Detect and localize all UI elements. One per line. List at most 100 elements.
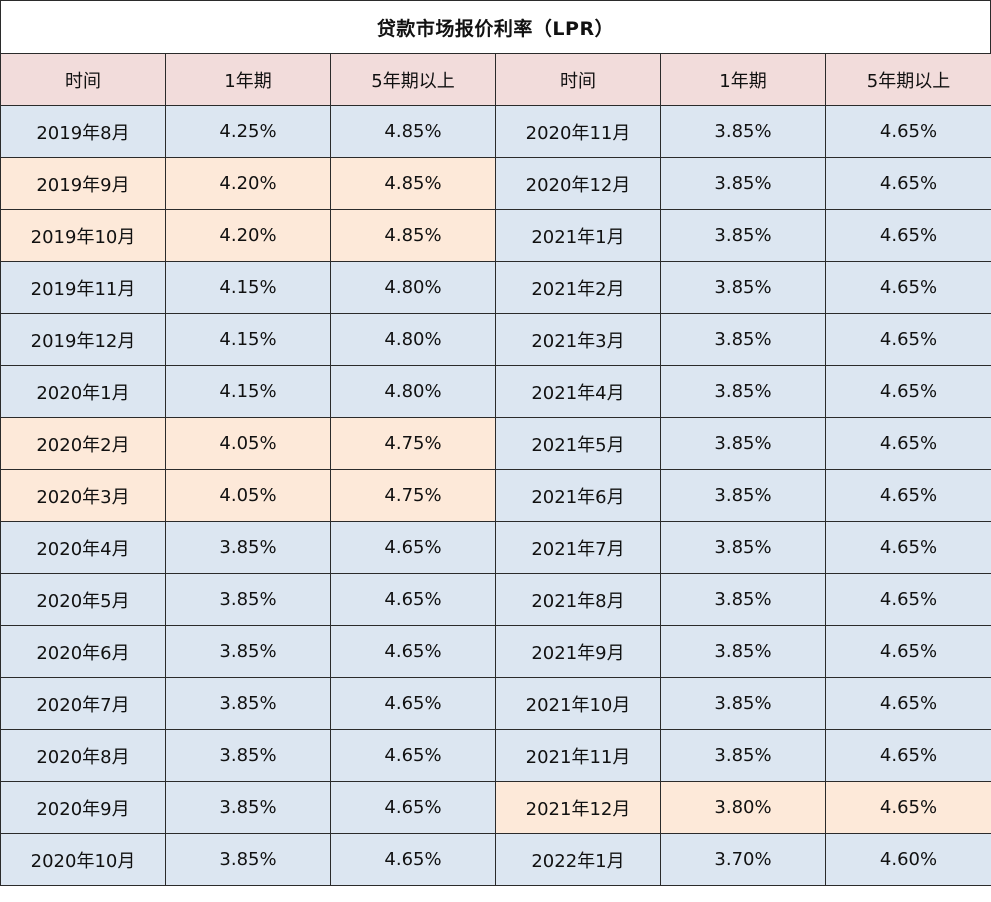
left-date-cell: 2020年2月 [0, 417, 166, 470]
left-date-cell: 2020年5月 [0, 573, 166, 626]
left-five-year-rate-cell: 4.85% [330, 157, 496, 210]
left-date-cell: 2019年8月 [0, 105, 166, 158]
header-date-right: 时间 [495, 53, 661, 106]
header-date-left: 时间 [0, 53, 166, 106]
table-row: 2020年4月 3.85% 4.65% 2021年7月 3.85% 4.65% [0, 521, 991, 574]
table-row: 2020年7月 3.85% 4.65% 2021年10月 3.85% 4.65% [0, 677, 991, 730]
header-one-year-left: 1年期 [165, 53, 331, 106]
left-one-year-rate-cell: 4.20% [165, 209, 331, 262]
left-one-year-rate-cell: 3.85% [165, 833, 331, 886]
left-date-cell: 2020年8月 [0, 729, 166, 782]
right-one-year-rate-cell: 3.70% [660, 833, 826, 886]
left-one-year-rate-cell: 4.15% [165, 313, 331, 366]
left-one-year-rate-cell: 4.05% [165, 469, 331, 522]
table-row: 2019年9月 4.20% 4.85% 2020年12月 3.85% 4.65% [0, 157, 991, 210]
left-date-cell: 2020年10月 [0, 833, 166, 886]
left-one-year-rate-cell: 3.85% [165, 677, 331, 730]
left-one-year-rate-cell: 3.85% [165, 729, 331, 782]
table-row: 2019年10月 4.20% 4.85% 2021年1月 3.85% 4.65% [0, 209, 991, 262]
table-row: 2019年11月 4.15% 4.80% 2021年2月 3.85% 4.65% [0, 261, 991, 314]
left-five-year-rate-cell: 4.65% [330, 729, 496, 782]
right-one-year-rate-cell: 3.85% [660, 261, 826, 314]
right-five-year-rate-cell: 4.65% [825, 469, 991, 522]
header-row: 时间 1年期 5年期以上 时间 1年期 5年期以上 [0, 53, 991, 106]
left-date-cell: 2020年9月 [0, 781, 166, 834]
left-one-year-rate-cell: 4.20% [165, 157, 331, 210]
right-five-year-rate-cell: 4.65% [825, 781, 991, 834]
left-five-year-rate-cell: 4.65% [330, 573, 496, 626]
right-date-cell: 2021年7月 [495, 521, 661, 574]
left-five-year-rate-cell: 4.65% [330, 781, 496, 834]
left-one-year-rate-cell: 3.85% [165, 625, 331, 678]
right-one-year-rate-cell: 3.85% [660, 469, 826, 522]
table-body: 2019年8月 4.25% 4.85% 2020年11月 3.85% 4.65% 2019年… [0, 105, 991, 886]
right-five-year-rate-cell: 4.65% [825, 313, 991, 366]
left-date-cell: 2020年4月 [0, 521, 166, 574]
right-one-year-rate-cell: 3.85% [660, 729, 826, 782]
left-date-cell: 2020年1月 [0, 365, 166, 418]
left-one-year-rate-cell: 4.15% [165, 365, 331, 418]
right-date-cell: 2021年5月 [495, 417, 661, 470]
left-date-cell: 2019年9月 [0, 157, 166, 210]
right-five-year-rate-cell: 4.65% [825, 105, 991, 158]
right-date-cell: 2021年6月 [495, 469, 661, 522]
left-one-year-rate-cell: 4.15% [165, 261, 331, 314]
right-date-cell: 2021年9月 [495, 625, 661, 678]
right-one-year-rate-cell: 3.85% [660, 521, 826, 574]
right-five-year-rate-cell: 4.65% [825, 261, 991, 314]
right-one-year-rate-cell: 3.85% [660, 157, 826, 210]
right-one-year-rate-cell: 3.85% [660, 313, 826, 366]
right-date-cell: 2020年12月 [495, 157, 661, 210]
right-one-year-rate-cell: 3.85% [660, 209, 826, 262]
right-one-year-rate-cell: 3.85% [660, 573, 826, 626]
left-one-year-rate-cell: 3.85% [165, 521, 331, 574]
header-one-year-right: 1年期 [660, 53, 826, 106]
left-date-cell: 2019年12月 [0, 313, 166, 366]
table-row: 2020年3月 4.05% 4.75% 2021年6月 3.85% 4.65% [0, 469, 991, 522]
table-row: 2019年12月 4.15% 4.80% 2021年3月 3.85% 4.65% [0, 313, 991, 366]
right-one-year-rate-cell: 3.85% [660, 677, 826, 730]
right-date-cell: 2020年11月 [495, 105, 661, 158]
right-one-year-rate-cell: 3.85% [660, 625, 826, 678]
right-date-cell: 2021年2月 [495, 261, 661, 314]
right-date-cell: 2021年8月 [495, 573, 661, 626]
left-one-year-rate-cell: 3.85% [165, 573, 331, 626]
left-date-cell: 2019年10月 [0, 209, 166, 262]
table-row: 2020年9月 3.85% 4.65% 2021年12月 3.80% 4.65% [0, 781, 991, 834]
right-five-year-rate-cell: 4.60% [825, 833, 991, 886]
table-row: 2020年5月 3.85% 4.65% 2021年8月 3.85% 4.65% [0, 573, 991, 626]
left-five-year-rate-cell: 4.65% [330, 625, 496, 678]
lpr-table: 时间 1年期 5年期以上 时间 1年期 5年期以上 2019年8月 4.25% 4.… [0, 53, 991, 886]
right-five-year-rate-cell: 4.65% [825, 209, 991, 262]
right-one-year-rate-cell: 3.85% [660, 365, 826, 418]
table-title: 贷款市场报价利率（LPR） [0, 0, 991, 53]
right-five-year-rate-cell: 4.65% [825, 521, 991, 574]
left-date-cell: 2020年7月 [0, 677, 166, 730]
left-date-cell: 2019年11月 [0, 261, 166, 314]
right-five-year-rate-cell: 4.65% [825, 625, 991, 678]
left-five-year-rate-cell: 4.80% [330, 261, 496, 314]
right-five-year-rate-cell: 4.65% [825, 729, 991, 782]
left-date-cell: 2020年3月 [0, 469, 166, 522]
table-row: 2020年1月 4.15% 4.80% 2021年4月 3.85% 4.65% [0, 365, 991, 418]
left-five-year-rate-cell: 4.80% [330, 313, 496, 366]
right-date-cell: 2021年1月 [495, 209, 661, 262]
left-five-year-rate-cell: 4.65% [330, 521, 496, 574]
left-five-year-rate-cell: 4.65% [330, 677, 496, 730]
right-date-cell: 2021年10月 [495, 677, 661, 730]
right-date-cell: 2022年1月 [495, 833, 661, 886]
left-five-year-rate-cell: 4.85% [330, 105, 496, 158]
right-date-cell: 2021年4月 [495, 365, 661, 418]
header-five-year-right: 5年期以上 [825, 53, 991, 106]
left-five-year-rate-cell: 4.75% [330, 469, 496, 522]
left-one-year-rate-cell: 3.85% [165, 781, 331, 834]
left-one-year-rate-cell: 4.05% [165, 417, 331, 470]
right-date-cell: 2021年11月 [495, 729, 661, 782]
right-five-year-rate-cell: 4.65% [825, 573, 991, 626]
table-row: 2019年8月 4.25% 4.85% 2020年11月 3.85% 4.65% [0, 105, 991, 158]
right-five-year-rate-cell: 4.65% [825, 157, 991, 210]
table-row: 2020年6月 3.85% 4.65% 2021年9月 3.85% 4.65% [0, 625, 991, 678]
right-one-year-rate-cell: 3.85% [660, 105, 826, 158]
table-row: 2020年8月 3.85% 4.65% 2021年11月 3.85% 4.65% [0, 729, 991, 782]
